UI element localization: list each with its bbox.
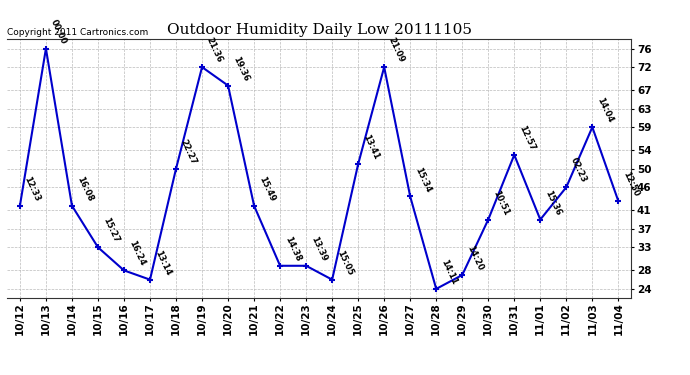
Text: 13:39: 13:39 [309, 235, 328, 263]
Text: 22:27: 22:27 [179, 138, 198, 166]
Text: 12:50: 12:50 [621, 170, 640, 198]
Text: 12:33: 12:33 [23, 175, 42, 203]
Text: 13:41: 13:41 [361, 133, 380, 161]
Text: 10:51: 10:51 [491, 189, 511, 217]
Text: 14:20: 14:20 [465, 244, 484, 272]
Text: 16:24: 16:24 [127, 240, 146, 268]
Text: Copyright 2011 Cartronics.com: Copyright 2011 Cartronics.com [7, 28, 148, 37]
Text: 12:57: 12:57 [517, 124, 537, 152]
Text: 00:00: 00:00 [49, 18, 68, 46]
Text: 15:34: 15:34 [413, 166, 433, 194]
Text: 15:49: 15:49 [257, 175, 276, 203]
Text: 02:23: 02:23 [569, 156, 589, 184]
Text: 14:04: 14:04 [595, 96, 615, 124]
Text: 15:05: 15:05 [335, 249, 355, 277]
Text: 14:11: 14:11 [439, 258, 458, 286]
Text: 13:14: 13:14 [152, 249, 172, 277]
Text: 21:09: 21:09 [387, 36, 406, 64]
Text: 21:36: 21:36 [205, 36, 224, 64]
Text: 15:27: 15:27 [101, 216, 120, 244]
Title: Outdoor Humidity Daily Low 20111105: Outdoor Humidity Daily Low 20111105 [166, 23, 472, 37]
Text: 16:08: 16:08 [75, 175, 94, 203]
Text: 15:36: 15:36 [543, 189, 562, 217]
Text: 14:38: 14:38 [283, 235, 302, 263]
Text: 19:36: 19:36 [231, 55, 250, 83]
